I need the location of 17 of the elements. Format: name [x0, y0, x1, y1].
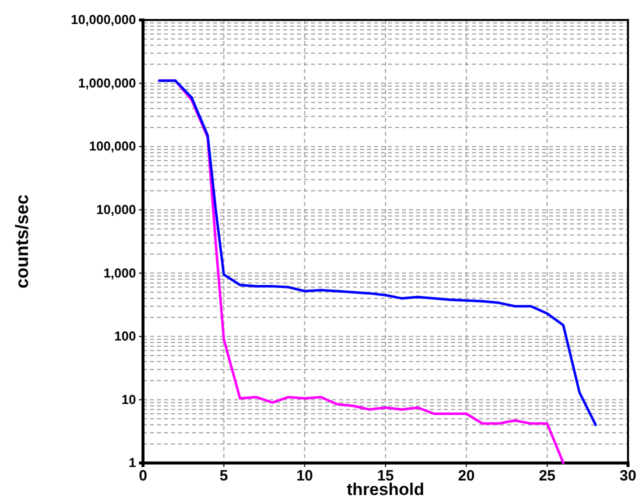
x-tick-label: 20: [458, 468, 475, 485]
x-tick-label: 0: [138, 468, 148, 485]
line-series: [158, 79, 597, 426]
y-tick-label: 10,000,000: [70, 12, 136, 28]
y-tick-label: 10: [122, 392, 136, 407]
y-tick-label: 1,000: [103, 265, 136, 280]
x-axis-title: threshold: [346, 480, 424, 497]
x-tick-label: 10: [296, 468, 314, 485]
y-tick-label: 100: [114, 328, 136, 344]
y-tick-label: 1,000,000: [78, 75, 136, 90]
y-tick-label: 1: [128, 455, 136, 470]
y-axis-title: counts/sec: [12, 194, 32, 289]
x-tick-label: 25: [538, 468, 556, 485]
y-tick-label: 10,000: [96, 202, 136, 218]
x-tick-label: 30: [620, 468, 636, 485]
x-tick-label: 5: [220, 468, 228, 485]
y-tick-label: 100,000: [89, 138, 136, 154]
